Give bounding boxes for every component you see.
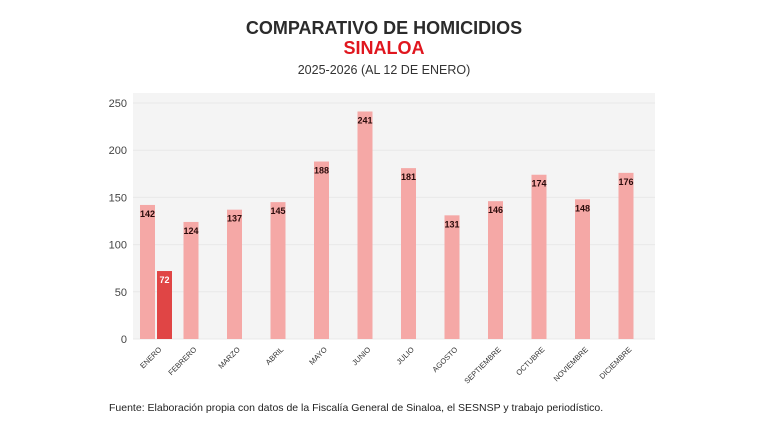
plot-area bbox=[133, 93, 655, 339]
y-tick-label: 250 bbox=[109, 98, 127, 110]
data-label: 176 bbox=[618, 177, 633, 187]
x-tick-label: MARZO bbox=[216, 345, 242, 371]
data-label: 131 bbox=[444, 219, 459, 229]
data-label: 72 bbox=[159, 275, 169, 285]
data-label: 181 bbox=[401, 172, 416, 182]
x-tick-label: ABRIL bbox=[264, 345, 286, 367]
bar-enero-series-2 bbox=[157, 271, 172, 339]
x-tick-label: DICIEMBRE bbox=[598, 345, 634, 381]
bar-junio-series-1 bbox=[357, 111, 373, 339]
chart-title: COMPARATIVO DE HOMICIDIOS bbox=[245, 18, 523, 38]
data-label: 142 bbox=[140, 209, 155, 219]
bar-septiembre-series-1 bbox=[488, 201, 503, 339]
x-tick-label: NOVIEMBRE bbox=[552, 345, 590, 383]
data-label: 241 bbox=[357, 115, 372, 125]
data-label: 124 bbox=[183, 226, 198, 236]
data-label: 188 bbox=[314, 166, 329, 176]
chart-period: 2025-2026 (AL 12 DE ENERO) bbox=[297, 63, 471, 77]
bar-noviembre-series-1 bbox=[575, 199, 590, 339]
bar-enero-series-1 bbox=[140, 204, 155, 339]
bar-febrero-series-1 bbox=[183, 221, 199, 339]
x-tick-label: SEPTIEMBRE bbox=[462, 345, 503, 386]
y-tick-label: 50 bbox=[115, 287, 127, 299]
x-tick-label: JUNIO bbox=[350, 345, 372, 367]
x-tick-label: JULIO bbox=[395, 345, 417, 367]
data-label: 145 bbox=[270, 206, 285, 216]
bar-agosto-series-1 bbox=[444, 215, 460, 339]
bar-marzo-series-1 bbox=[227, 209, 242, 339]
data-label: 146 bbox=[488, 205, 503, 215]
y-tick-label: 0 bbox=[121, 334, 127, 346]
bar-julio-series-1 bbox=[401, 168, 416, 339]
chart-subtitle: SINALOA bbox=[343, 38, 425, 58]
y-tick-label: 100 bbox=[109, 240, 127, 252]
bar-mayo-series-1 bbox=[314, 161, 329, 339]
bar-octubre-series-1 bbox=[531, 174, 547, 339]
bar-diciembre-series-1 bbox=[618, 172, 634, 339]
x-tick-label: AGOSTO bbox=[430, 345, 459, 374]
x-tick-label: MAYO bbox=[307, 345, 329, 367]
data-label: 148 bbox=[575, 203, 590, 213]
y-tick-label: 200 bbox=[109, 145, 127, 157]
x-tick-label: FEBRERO bbox=[166, 345, 198, 377]
y-tick-label: 150 bbox=[109, 192, 127, 204]
x-tick-label: OCTUBRE bbox=[514, 345, 546, 377]
bar-abril-series-1 bbox=[270, 202, 286, 339]
data-label: 174 bbox=[531, 179, 546, 189]
source-note: Fuente: Elaboración propia con datos de … bbox=[109, 402, 604, 414]
data-label: 137 bbox=[227, 214, 242, 224]
x-tick-label: ENERO bbox=[138, 345, 163, 370]
